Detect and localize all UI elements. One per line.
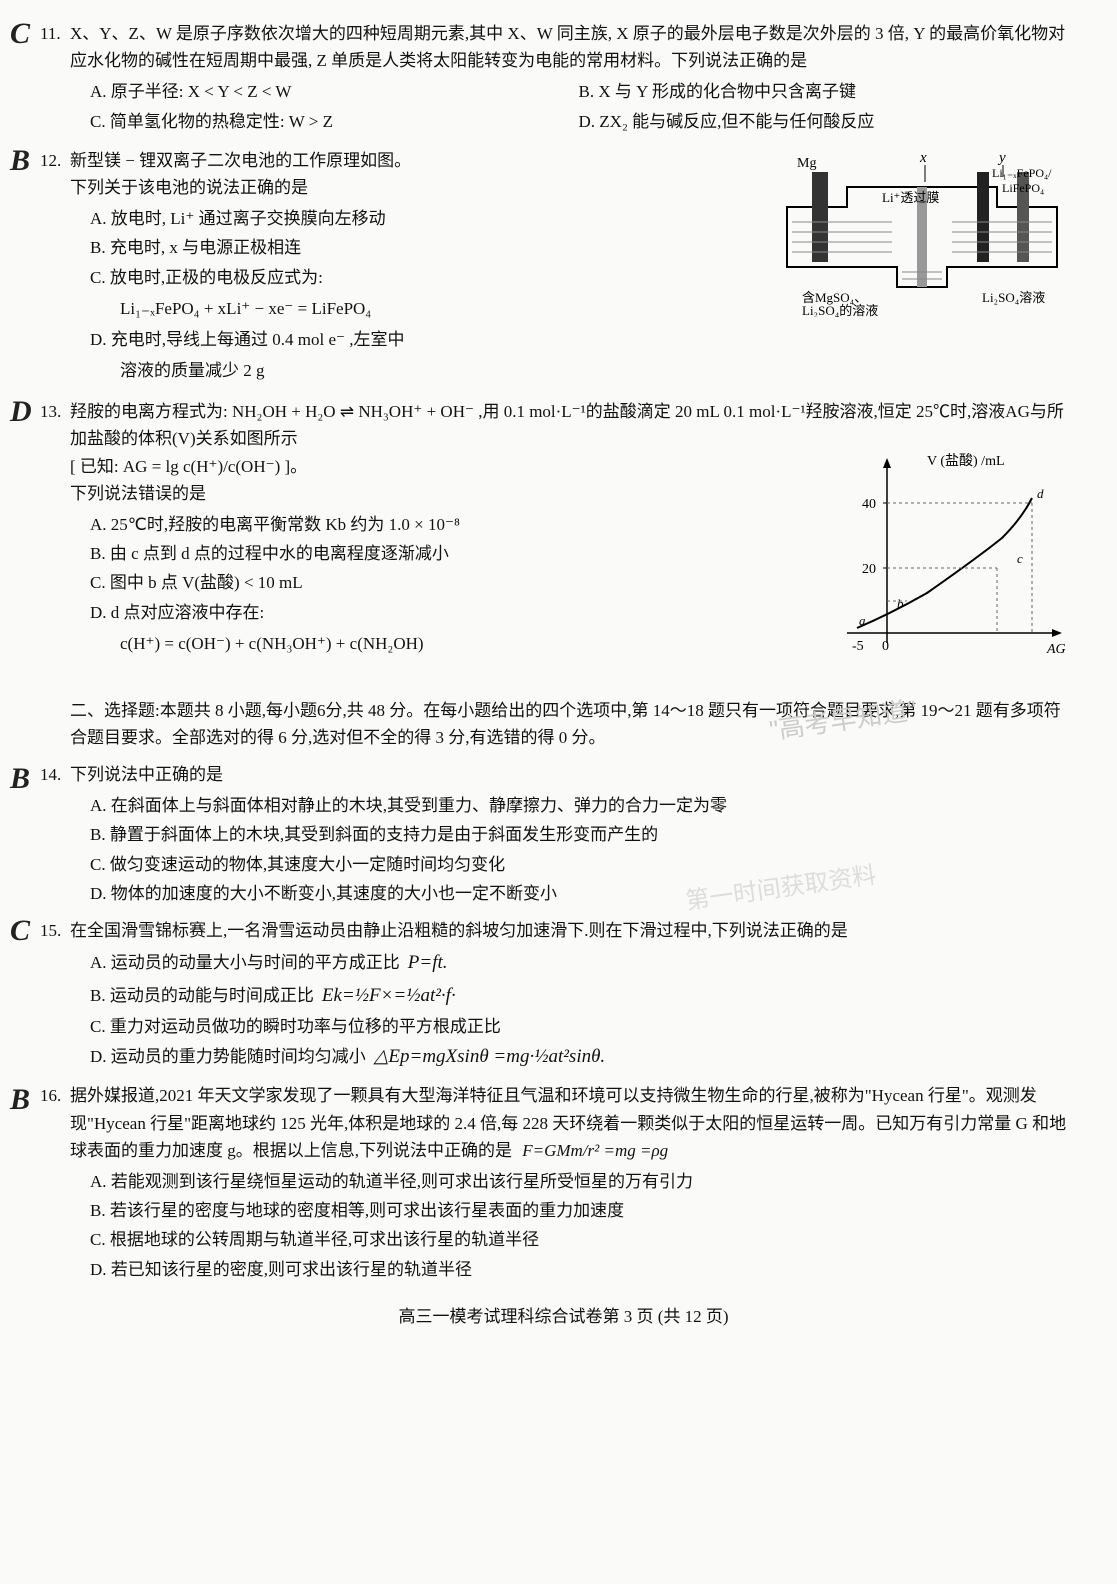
options: A. 原子半径: X < Y < Z < W B. X 与 Y 形成的化合物中只…	[60, 78, 1067, 136]
hand-note: Ek=½F×=½at²·f·	[322, 981, 456, 1011]
svg-text:a: a	[859, 613, 866, 628]
option-d: D. 若已知该行星的密度,则可求出该行星的轨道半径	[90, 1256, 1067, 1283]
question-text: 羟胺的电离方程式为: NH₂OH + H₂O ⇌ NH₃OH⁺ + OH⁻ ,用…	[60, 398, 1067, 452]
option-c: C. 简单氢化物的热稳定性: W > Z	[90, 108, 579, 135]
svg-text:40: 40	[862, 497, 876, 512]
handwritten-answer: B	[10, 755, 30, 803]
svg-text:x: x	[919, 150, 927, 166]
svg-text:Mg: Mg	[797, 156, 816, 171]
option-d: D. 运动员的重力势能随时间均匀减小△Ep=mgXsinθ =mg·½at²si…	[90, 1042, 1067, 1072]
hand-note: P=ft.	[408, 948, 448, 978]
option-a: A. 运动员的动量大小与时间的平方成正比P=ft.	[90, 948, 1067, 978]
svg-text:AG: AG	[1046, 642, 1066, 657]
question-15: C 15. 在全国滑雪锦标赛上,一名滑雪运动员由静止沿粗糙的斜坡匀加速滑下.则在…	[60, 917, 1067, 1073]
options: A. 在斜面体上与斜面体相对静止的木块,其受到重力、静摩擦力、弹力的合力一定为零…	[60, 792, 1067, 907]
question-number: 15.	[40, 917, 61, 944]
svg-text:Li₂SO₄的溶液: Li₂SO₄的溶液	[802, 303, 878, 317]
page: "高考早知道" 第一时间获取资料 C 11. X、Y、Z、W 是原子序数依次增大…	[0, 0, 1117, 1584]
svg-text:Li⁺透过膜: Li⁺透过膜	[882, 190, 939, 205]
svg-text:20: 20	[862, 562, 876, 577]
section-header: 二、选择题:本题共 8 小题,每小题6分,共 48 分。在每小题给出的四个选项中…	[60, 697, 1067, 751]
svg-text:y: y	[997, 150, 1006, 166]
handwritten-answer: B	[10, 137, 30, 185]
question-number: 16.	[40, 1082, 61, 1109]
hand-note: △Ep=mgXsinθ =mg·½at²sinθ.	[374, 1042, 605, 1072]
svg-text:-5: -5	[852, 639, 864, 654]
option-b: B. 静置于斜面体上的木块,其受到斜面的支持力是由于斜面发生形变而产生的	[90, 821, 1067, 848]
question-text: 下列说法中正确的是	[60, 761, 1067, 788]
svg-text:LiFePO₄: LiFePO₄	[1002, 181, 1044, 195]
question-11: C 11. X、Y、Z、W 是原子序数依次增大的四种短周期元素,其中 X、W 同…	[60, 20, 1067, 137]
question-16: B 16. 据外媒报道,2021 年天文学家发现了一颗具有大型海洋特征且气温和环…	[60, 1082, 1067, 1282]
question-text: X、Y、Z、W 是原子序数依次增大的四种短周期元素,其中 X、W 同主族, X …	[60, 20, 1067, 74]
option-d: D. 充电时,导线上每通过 0.4 mol e⁻ ,左室中	[90, 326, 1067, 353]
svg-text:c: c	[1017, 551, 1023, 566]
question-number: 13.	[40, 398, 61, 425]
handwritten-answer: D	[10, 388, 32, 436]
option-d: D. ZX₂ 能与碱反应,但不能与任何酸反应	[579, 108, 1068, 135]
hand-note: F=GMm/r² =mg =ρg	[522, 1141, 668, 1160]
handwritten-answer: C	[10, 10, 30, 58]
svg-text:V (盐酸) /mL: V (盐酸) /mL	[927, 453, 1005, 469]
option-c: C. 重力对运动员做功的瞬时功率与位移的平方根成正比	[90, 1013, 1067, 1040]
page-footer: 高三一模考试理科综合试卷第 3 页 (共 12 页)	[60, 1303, 1067, 1330]
option-d-cont: 溶液的质量减少 2 g	[90, 357, 1067, 384]
svg-text:d: d	[1037, 486, 1044, 501]
svg-text:0: 0	[882, 639, 889, 654]
question-number: 14.	[40, 761, 61, 788]
option-b: B. X 与 Y 形成的化合物中只含离子键	[579, 78, 1068, 105]
option-c: C. 根据地球的公转周期与轨道半径,可求出该行星的轨道半径	[90, 1226, 1067, 1253]
question-13: D 13. 羟胺的电离方程式为: NH₂OH + H₂O ⇌ NH₃OH⁺ + …	[60, 398, 1067, 682]
battery-diagram: Mg Li⁺透过膜 x y Li₁₋ₓFePO₄/ LiFePO₄ 含MgSO₄…	[777, 147, 1067, 317]
question-number: 11.	[40, 20, 61, 47]
option-d: D. 物体的加速度的大小不断变小,其速度的大小也一定不断变小	[90, 880, 1067, 907]
question-text: 据外媒报道,2021 年天文学家发现了一颗具有大型海洋特征且气温和环境可以支持微…	[60, 1082, 1067, 1164]
ag-graph: V (盐酸) /mL AG 40 20 -5 0 a b c d	[837, 453, 1067, 673]
question-text: 在全国滑雪锦标赛上,一名滑雪运动员由静止沿粗糙的斜坡匀加速滑下.则在下滑过程中,…	[60, 917, 1067, 944]
option-c: C. 做匀变速运动的物体,其速度大小一定随时间均匀变化	[90, 851, 1067, 878]
option-b: B. 若该行星的密度与地球的密度相等,则可求出该行星表面的重力加速度	[90, 1197, 1067, 1224]
handwritten-answer: C	[10, 907, 30, 955]
options: A. 运动员的动量大小与时间的平方成正比P=ft. B. 运动员的动能与时间成正…	[60, 948, 1067, 1072]
option-a: A. 在斜面体上与斜面体相对静止的木块,其受到重力、静摩擦力、弹力的合力一定为零	[90, 792, 1067, 819]
question-14: B 14. 下列说法中正确的是 A. 在斜面体上与斜面体相对静止的木块,其受到重…	[60, 761, 1067, 907]
svg-text:Li₁₋ₓFePO₄/: Li₁₋ₓFePO₄/	[992, 166, 1052, 180]
handwritten-answer: B	[10, 1076, 30, 1124]
question-12: B 12. Mg Li⁺透过膜 x y Li₁₋ₓFePO₄/ LiFePO₄ …	[60, 147, 1067, 389]
options: A. 若能观测到该行星绕恒星运动的轨道半径,则可求出该行星所受恒星的万有引力 B…	[60, 1168, 1067, 1283]
option-b: B. 运动员的动能与时间成正比Ek=½F×=½at²·f·	[90, 981, 1067, 1011]
option-a: A. 原子半径: X < Y < Z < W	[90, 78, 579, 105]
svg-text:b: b	[897, 596, 904, 611]
svg-text:Li₂SO₄溶液: Li₂SO₄溶液	[982, 290, 1045, 305]
question-number: 12.	[40, 147, 61, 174]
option-a: A. 若能观测到该行星绕恒星运动的轨道半径,则可求出该行星所受恒星的万有引力	[90, 1168, 1067, 1195]
